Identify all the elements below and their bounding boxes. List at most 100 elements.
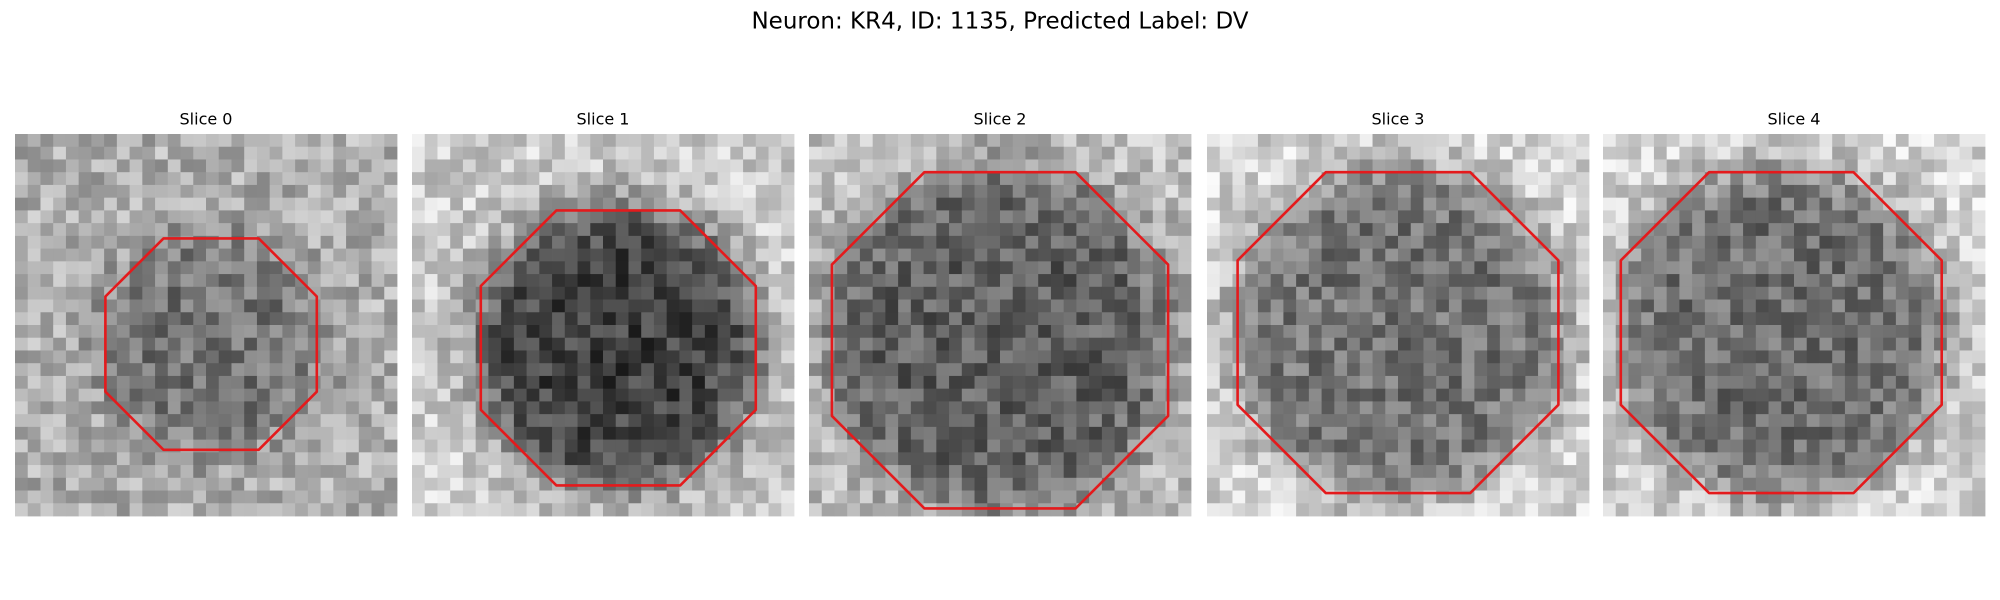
pixel xyxy=(1576,439,1590,453)
pixel xyxy=(1921,363,1935,377)
pixel xyxy=(218,350,232,364)
pixel xyxy=(755,184,769,199)
pixel xyxy=(1283,401,1297,415)
pixel xyxy=(1270,426,1284,440)
pixel xyxy=(1423,197,1437,211)
pixel xyxy=(743,325,757,339)
pixel xyxy=(424,134,438,148)
pixel xyxy=(116,210,130,224)
pixel xyxy=(961,414,975,428)
pixel xyxy=(1050,426,1065,440)
pixel xyxy=(987,439,1001,453)
pixel xyxy=(1245,312,1259,326)
pixel xyxy=(615,401,629,415)
pixel xyxy=(641,465,655,479)
pixel xyxy=(27,477,41,491)
pixel xyxy=(1101,490,1115,504)
pixel xyxy=(501,388,515,402)
pixel xyxy=(768,134,782,148)
pixel xyxy=(1603,490,1617,504)
pixel xyxy=(1717,134,1731,148)
pixel xyxy=(180,426,194,440)
pixel xyxy=(1844,235,1859,249)
pixel xyxy=(859,299,874,313)
slice-panel: Slice 4 xyxy=(1603,110,1986,517)
pixel xyxy=(1525,159,1539,173)
pixel xyxy=(1000,503,1014,517)
pixel xyxy=(1000,172,1014,186)
pixel xyxy=(1219,375,1233,390)
pixel xyxy=(987,388,1001,402)
pixel xyxy=(1178,299,1192,313)
pixel xyxy=(1615,312,1629,326)
pixel xyxy=(116,235,130,249)
pixel xyxy=(641,235,655,249)
pixel xyxy=(475,375,489,390)
pixel xyxy=(1140,261,1154,275)
pixel xyxy=(590,146,604,160)
pixel xyxy=(475,223,489,237)
pixel xyxy=(1666,490,1680,504)
pixel xyxy=(1908,312,1922,326)
pixel xyxy=(1499,184,1513,199)
pixel xyxy=(65,197,80,211)
pixel xyxy=(590,159,604,173)
pixel xyxy=(1717,325,1731,339)
pixel xyxy=(180,184,194,199)
pixel xyxy=(847,223,861,237)
pixel xyxy=(1883,146,1897,160)
panel-title: Slice 4 xyxy=(1768,110,1821,129)
pixel xyxy=(1525,210,1539,224)
pixel xyxy=(872,146,886,160)
pixel xyxy=(1219,325,1233,339)
pixel xyxy=(371,503,385,517)
pixel xyxy=(282,439,296,453)
pixel xyxy=(615,426,629,440)
pixel xyxy=(1615,172,1629,186)
pixel xyxy=(603,490,617,504)
pixel xyxy=(1857,261,1871,275)
pixel xyxy=(1152,388,1166,402)
pixel xyxy=(679,388,693,402)
pixel xyxy=(1140,312,1154,326)
pixel xyxy=(1603,426,1617,440)
pixel xyxy=(475,274,489,288)
pixel xyxy=(564,261,578,275)
pixel xyxy=(1538,414,1552,428)
pixel xyxy=(462,172,477,186)
pixel xyxy=(27,210,41,224)
pixel xyxy=(1140,375,1154,390)
pixel xyxy=(437,223,451,237)
pixel xyxy=(949,184,963,199)
pixel xyxy=(462,146,477,160)
pixel xyxy=(1895,248,1909,262)
pixel xyxy=(1538,286,1552,300)
pixel xyxy=(1050,235,1065,249)
pixel xyxy=(1870,490,1884,504)
pixel xyxy=(1908,159,1922,173)
pixel xyxy=(1140,172,1154,186)
pixel xyxy=(1615,350,1629,364)
pixel xyxy=(450,439,464,453)
pixel xyxy=(65,477,80,491)
pixel xyxy=(1883,439,1897,453)
pixel xyxy=(1334,401,1348,415)
pixel xyxy=(949,134,963,148)
pixel xyxy=(1038,350,1052,364)
pixel xyxy=(539,184,553,199)
pixel xyxy=(666,235,680,249)
pixel xyxy=(539,248,553,262)
pixel xyxy=(1398,312,1412,326)
pixel xyxy=(1717,452,1731,466)
pixel xyxy=(679,439,693,453)
pixel xyxy=(743,210,757,224)
pixel xyxy=(1755,210,1769,224)
pixel xyxy=(539,223,553,237)
pixel xyxy=(1525,350,1539,364)
pixel xyxy=(155,184,169,199)
pixel xyxy=(653,325,668,339)
pixel xyxy=(1461,312,1475,326)
pixel xyxy=(641,414,655,428)
pixel xyxy=(462,134,477,148)
pixel xyxy=(653,337,668,351)
